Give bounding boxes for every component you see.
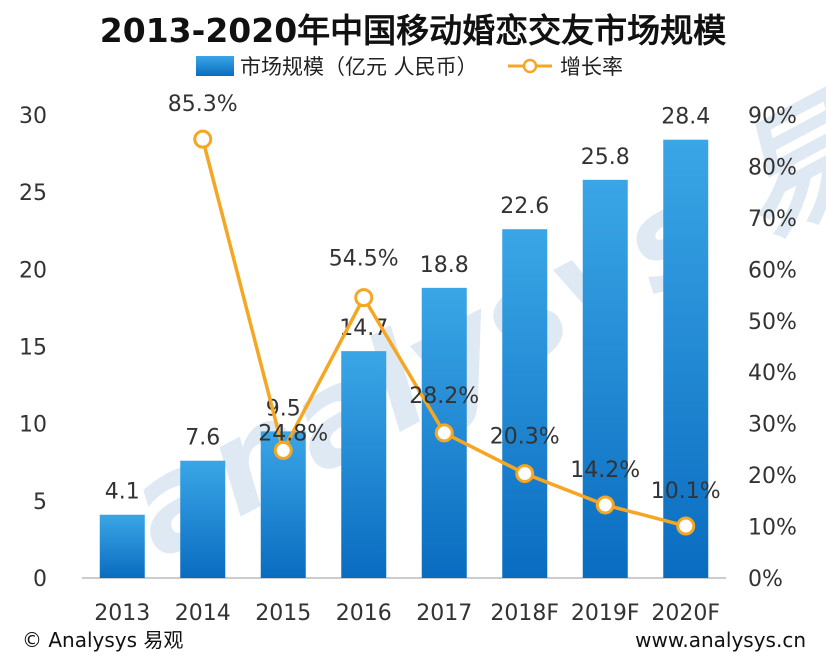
line-series	[193, 129, 696, 536]
footer-url: www.analysys.cn	[635, 628, 806, 652]
left-axis-tick: 20	[19, 258, 47, 283]
growth-marker	[273, 440, 293, 460]
x-tick-label: 2013	[94, 601, 150, 626]
right-axis-tick: 50%	[748, 310, 797, 335]
x-tick-label: 2015	[255, 601, 311, 626]
bar-value-label: 25.8	[581, 145, 630, 170]
growth-marker	[595, 495, 615, 515]
bar	[582, 179, 628, 578]
bar-labels: 4.17.69.514.718.822.625.828.4	[105, 105, 710, 505]
line-labels: 85.3% 24.8% 54.5% 28.2% 20.3% 14.2% 10.1%	[168, 92, 721, 504]
x-tick-label: 2017	[416, 601, 472, 626]
growth-marker	[434, 423, 454, 443]
x-tick-label: 2014	[175, 601, 231, 626]
legend-line-label: 增长率	[560, 55, 623, 79]
right-axis-tick: 90%	[748, 104, 797, 129]
bar-value-label: 4.1	[105, 480, 140, 505]
x-axis: 2013 2014 2015 2016 2017 2018F 2019F 2020F	[94, 601, 720, 626]
growth-marker	[354, 288, 374, 308]
left-axis-tick: 10	[19, 413, 47, 438]
bar	[180, 460, 226, 578]
growth-value-label: 14.2%	[570, 458, 640, 483]
growth-value-label: 85.3%	[168, 92, 238, 117]
x-tick-label: 2019F	[571, 601, 640, 626]
left-axis-tick: 25	[19, 181, 47, 206]
right-axis: 0% 10% 20% 30% 40% 50% 60% 70% 80% 90%	[748, 104, 797, 592]
bar-series	[99, 139, 709, 578]
right-axis-tick: 60%	[748, 258, 797, 283]
bar	[99, 514, 145, 578]
legend: 市场规模（亿元 人民币） 增长率	[196, 55, 623, 79]
growth-marker	[515, 464, 535, 484]
growth-value-label: 54.5%	[329, 247, 399, 272]
left-axis-tick: 15	[19, 336, 47, 361]
bar	[341, 351, 387, 578]
footer-copyright: © Analysys 易观	[22, 628, 183, 652]
chart-title: 2013-2020年中国移动婚恋交友市场规模	[100, 11, 727, 50]
right-axis-tick: 10%	[748, 516, 797, 541]
left-axis: 0 5 10 15 20 25 30	[19, 104, 47, 592]
bar	[663, 139, 709, 578]
x-tick-label: 2020F	[651, 601, 720, 626]
right-axis-tick: 40%	[748, 361, 797, 386]
bar-value-label: 18.8	[420, 253, 469, 278]
growth-value-label: 24.8%	[258, 421, 328, 446]
right-axis-tick: 70%	[748, 207, 797, 232]
left-axis-tick: 5	[33, 490, 47, 515]
left-axis-tick: 0	[33, 567, 47, 592]
legend-line-marker	[522, 58, 538, 74]
legend-bar-swatch	[196, 56, 234, 76]
bar-value-label: 22.6	[500, 194, 549, 219]
growth-marker	[193, 129, 213, 149]
growth-value-label: 28.2%	[409, 384, 479, 409]
bar-value-label: 28.4	[661, 105, 710, 130]
right-axis-tick: 80%	[748, 155, 797, 180]
growth-marker	[676, 516, 696, 536]
right-axis-tick: 20%	[748, 464, 797, 489]
bar	[502, 229, 548, 578]
legend-bar-label: 市场规模（亿元 人民币）	[240, 55, 478, 79]
bar-value-label: 7.6	[185, 426, 220, 451]
right-axis-tick: 30%	[748, 413, 797, 438]
x-tick-label: 2016	[336, 601, 392, 626]
x-tick-label: 2018F	[490, 601, 559, 626]
left-axis-tick: 30	[19, 104, 47, 129]
growth-value-label: 10.1%	[651, 479, 721, 504]
right-axis-tick: 0%	[748, 567, 783, 592]
growth-value-label: 20.3%	[490, 425, 560, 450]
